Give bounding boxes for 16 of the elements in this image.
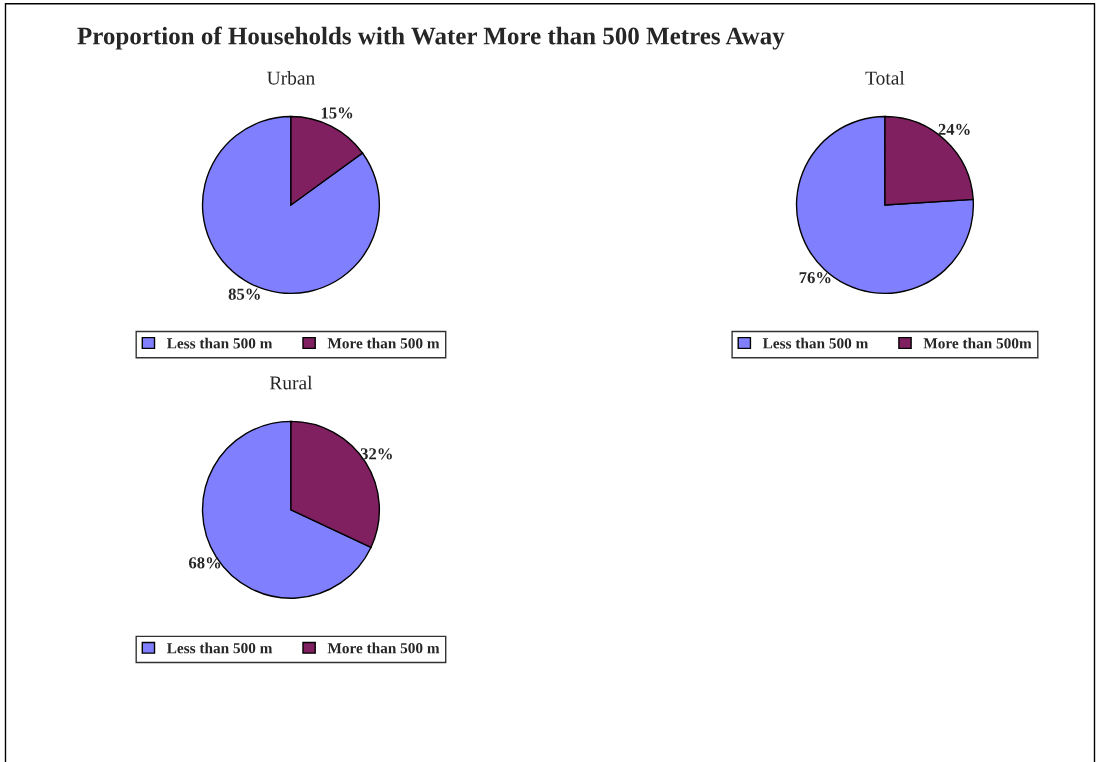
legend-label: More than 500m — [923, 337, 1032, 349]
data-label: 85% — [228, 288, 260, 300]
legend-label: More than 500 m — [327, 642, 440, 654]
data-label: 15% — [321, 107, 353, 119]
data-label: 68% — [189, 557, 221, 569]
data-label: 76% — [799, 272, 831, 284]
chart-subtitle: Urban — [267, 70, 315, 85]
chart-subtitle: Rural — [269, 375, 313, 390]
data-label: 24% — [938, 123, 970, 136]
data-label: 32% — [360, 448, 392, 460]
legend-label: Less than 500 m — [167, 337, 273, 349]
chart-title: Proportion of Households with Water More than 500 Metres Away — [77, 26, 785, 50]
chart-subtitle: Total — [865, 70, 905, 85]
legend-label: More than 500 m — [327, 337, 440, 349]
legend-label: Less than 500 m — [762, 337, 869, 349]
legend-label: Less than 500 m — [167, 642, 273, 654]
